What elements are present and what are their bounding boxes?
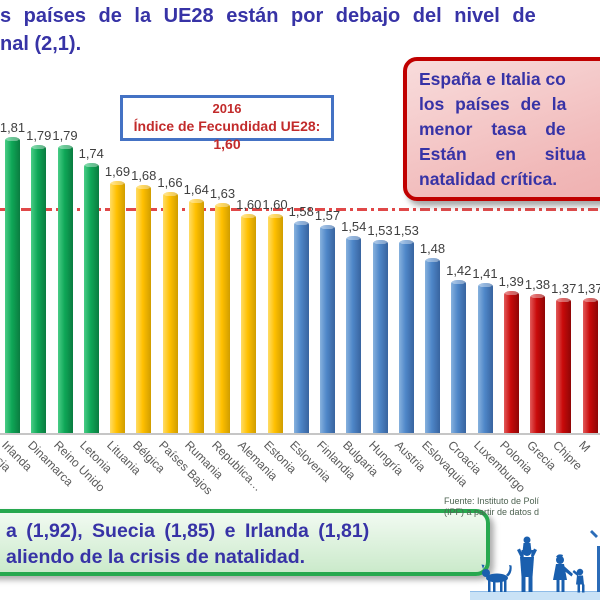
bar-category-label: M bbox=[576, 438, 594, 455]
bar-value-label: 1,39 bbox=[498, 273, 524, 289]
bar-value-label: 1,81 bbox=[0, 120, 26, 136]
bar-value-label: 1,42 bbox=[446, 262, 472, 278]
bar bbox=[451, 279, 467, 433]
bar-value-label: 1,63 bbox=[209, 186, 236, 202]
bar-value-label: 1,37 bbox=[551, 280, 577, 296]
slide-title: s países de la UE28 están por debajo del… bbox=[0, 2, 536, 58]
callout-recovering-countries: a (1,92), Suecia (1,85) e Irlanda (1,81)… bbox=[0, 509, 490, 576]
bar bbox=[556, 297, 572, 433]
bar-value-label: 1,38 bbox=[524, 277, 551, 293]
woman-silhouette bbox=[553, 554, 573, 592]
bar bbox=[188, 199, 204, 433]
bar bbox=[346, 235, 362, 433]
source-note: Fuente: Instituto de Polí (IPF) a partir… bbox=[444, 496, 539, 518]
bar-value-label: 1,68 bbox=[131, 167, 157, 183]
bar-value-label: 1,37 bbox=[577, 280, 600, 296]
bar-value-label: 1,60 bbox=[262, 197, 288, 212]
bar bbox=[215, 203, 230, 433]
bar bbox=[57, 144, 73, 433]
bar-value-label: 1,58 bbox=[288, 204, 314, 220]
source-line-1: Fuente: Instituto de Polí bbox=[444, 496, 540, 506]
bar bbox=[477, 283, 493, 433]
callout-red-line-5: natalidad crítica. bbox=[419, 169, 558, 189]
ue28-box-label: Índice de Fecundidad UE28: 1,60 bbox=[133, 118, 321, 152]
bar-value-label: 1,48 bbox=[419, 240, 446, 256]
bar-value-label: 1,64 bbox=[183, 182, 209, 198]
bar bbox=[372, 239, 388, 433]
callout-red-line-3: menor tasa de bbox=[419, 119, 566, 139]
bar bbox=[320, 224, 335, 433]
bar-value-label: 1,74 bbox=[78, 145, 104, 161]
bar bbox=[398, 239, 414, 433]
bar-value-label: 1,53 bbox=[393, 222, 419, 238]
title-line-2: nal (2,1). bbox=[0, 33, 82, 55]
bar bbox=[241, 214, 257, 433]
bar bbox=[530, 294, 545, 433]
bar bbox=[110, 181, 125, 433]
bar-value-label: 1,54 bbox=[341, 218, 367, 234]
bar-value-label: 1,69 bbox=[104, 164, 131, 180]
callout-spain-italy: España e Italia co los países de la meno… bbox=[403, 57, 600, 201]
man-with-child-silhouette bbox=[517, 536, 537, 592]
bar-value-label: 1,41 bbox=[472, 266, 498, 282]
title-line-1: s países de la UE28 están por debajo del… bbox=[0, 5, 536, 27]
callout-red-line-4: Están en situa bbox=[419, 144, 586, 164]
cropped-graphic-edge bbox=[590, 530, 600, 592]
bar-value-label: 1,57 bbox=[314, 207, 341, 223]
callout-green-line-2: aliendo de la crisis de natalidad. bbox=[6, 546, 306, 568]
family-silhouette-image bbox=[470, 530, 600, 600]
bar bbox=[425, 257, 440, 433]
bar bbox=[136, 184, 152, 433]
bar-value-label: 1,53 bbox=[367, 222, 393, 238]
bar bbox=[5, 137, 20, 433]
ue28-average-box: 2016 Índice de Fecundidad UE28: 1,60 bbox=[120, 95, 334, 152]
ue28-box-year: 2016 bbox=[212, 101, 242, 116]
bar-value-label: 1,60 bbox=[236, 197, 262, 212]
callout-red-line-2: los países de la bbox=[419, 94, 567, 114]
bar bbox=[293, 221, 309, 433]
bar bbox=[31, 144, 47, 433]
callout-green-line-1: a (1,92), Suecia (1,85) e Irlanda (1,81) bbox=[6, 520, 370, 542]
bar bbox=[503, 290, 519, 433]
bar bbox=[162, 192, 178, 433]
eu28-average-reference-line bbox=[0, 208, 600, 211]
x-axis-line bbox=[0, 433, 600, 435]
child-silhouette bbox=[572, 568, 585, 593]
bar bbox=[582, 297, 598, 433]
bar bbox=[83, 162, 99, 433]
callout-red-line-1: España e Italia co bbox=[419, 69, 566, 89]
dog-silhouette bbox=[481, 564, 512, 592]
source-line-2: (IPF) a partir de datos d bbox=[444, 507, 540, 517]
bar bbox=[267, 214, 283, 433]
bar-value-label: 1,79 bbox=[52, 127, 78, 143]
bar-value-label: 1,66 bbox=[157, 175, 183, 191]
bar-value-label: 1,79 bbox=[26, 127, 52, 143]
